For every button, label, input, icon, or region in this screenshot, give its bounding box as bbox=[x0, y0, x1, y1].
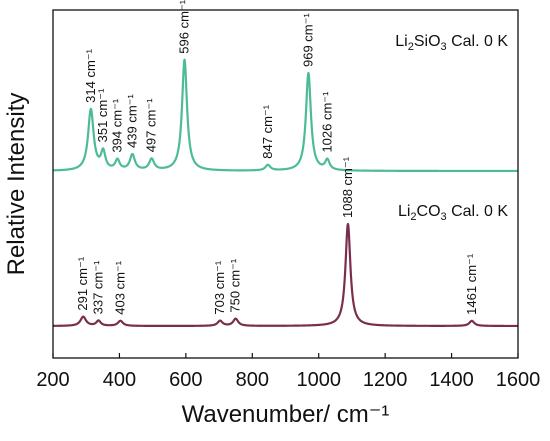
x-axis-ticks: 200 400 600 800 1000 1200 1400 1600 bbox=[36, 353, 540, 391]
series-line-0 bbox=[52, 58, 519, 173]
y-axis-title: Relative Intensity bbox=[3, 93, 30, 276]
x-tick-label: 800 bbox=[236, 369, 269, 391]
x-tick-label: 1000 bbox=[296, 369, 341, 391]
x-tick-label: 200 bbox=[36, 369, 69, 391]
peak-label: 314 cm⁻¹ bbox=[83, 48, 98, 102]
x-tick-label: 1400 bbox=[429, 369, 474, 391]
x-tick-label: 600 bbox=[169, 369, 202, 391]
series-label-1: Li2CO3 Cal. 0 K bbox=[398, 203, 508, 223]
peak-label: 703 cm⁻¹ bbox=[212, 260, 227, 314]
peak-label: 1461 cm⁻¹ bbox=[464, 253, 479, 315]
peak-label: 497 cm⁻¹ bbox=[144, 98, 159, 152]
peak-label: 351 cm⁻¹ bbox=[95, 88, 110, 142]
peak-label: 750 cm⁻¹ bbox=[228, 258, 243, 312]
peak-label: 394 cm⁻¹ bbox=[109, 98, 124, 152]
x-axis-title: Wavenumber/ cm⁻¹ bbox=[182, 401, 390, 428]
series-layer bbox=[52, 58, 519, 328]
peak-label: 403 cm⁻¹ bbox=[112, 260, 127, 314]
series-line-1 bbox=[52, 222, 519, 328]
plot-frame bbox=[52, 9, 519, 359]
peak-label: 337 cm⁻¹ bbox=[91, 260, 106, 314]
x-tick-label: 1200 bbox=[363, 369, 408, 391]
x-tick-label: 1600 bbox=[496, 369, 541, 391]
x-tick-label: 400 bbox=[103, 369, 136, 391]
peak-label: 847 cm⁻¹ bbox=[260, 104, 275, 158]
peak-label: 596 cm⁻¹ bbox=[177, 0, 192, 54]
peak-label: 969 cm⁻¹ bbox=[300, 13, 315, 67]
peak-label: 1026 cm⁻¹ bbox=[319, 91, 334, 153]
peak-label: 439 cm⁻¹ bbox=[124, 93, 139, 147]
peak-label: 1088 cm⁻¹ bbox=[340, 156, 355, 218]
peak-label: 291 cm⁻¹ bbox=[75, 256, 90, 310]
series-label-0: Li2SiO3 Cal. 0 K bbox=[395, 33, 508, 53]
